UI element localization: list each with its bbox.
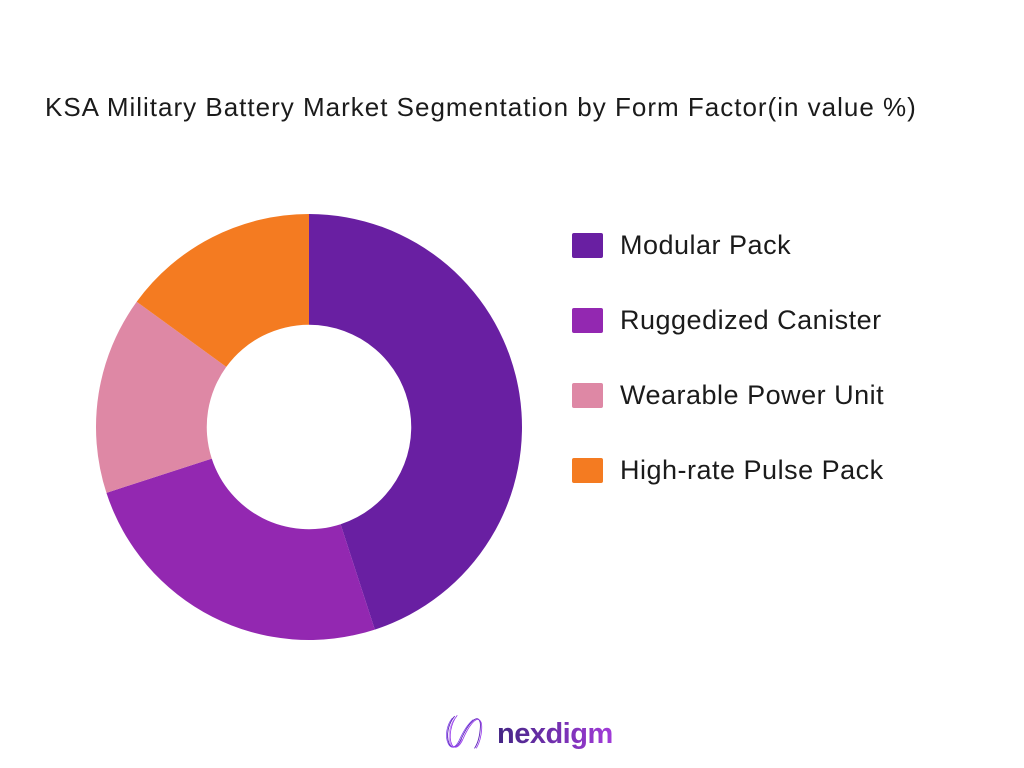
donut-slice-modular-pack [309, 214, 522, 630]
legend-swatch-modular-pack [572, 232, 603, 258]
legend-swatch-ruggedized-canister [572, 307, 603, 333]
nexdigm-n-monogram-icon [446, 715, 483, 749]
legend-item-wearable-power-unit: Wearable Power Unit [572, 379, 885, 410]
legend-item-ruggedized-canister: Ruggedized Canister [572, 304, 884, 335]
legend-swatch-wearable-power-unit [572, 382, 603, 408]
legend-label: High-rate Pulse Pack [620, 454, 884, 485]
legend-item-modular-pack: Modular Pack [572, 229, 884, 260]
brand-logo: nexdigm [443, 711, 613, 757]
legend-label: Modular Pack [620, 229, 792, 260]
donut-slice-ruggedized-canister [106, 458, 375, 640]
legend-item-high-rate-pulse-pack: High-rate Pulse Pack [572, 454, 884, 485]
donut-chart [89, 207, 529, 647]
legend-label: Ruggedized Canister [620, 304, 882, 335]
legend-label: Wearable Power Unit [620, 379, 885, 410]
donut-slice-high-rate-pulse-pack [136, 214, 309, 367]
legend-swatch-high-rate-pulse-pack [572, 457, 603, 483]
chart-title: KSA Military Battery Market Segmentation… [45, 92, 917, 122]
donut-slice-wearable-power-unit [96, 301, 227, 493]
chart-legend: Modular Pack Ruggedized Canister Wearabl… [572, 229, 885, 532]
brand-name: nexdigm [497, 717, 613, 750]
donut-chart-svg [96, 214, 522, 640]
